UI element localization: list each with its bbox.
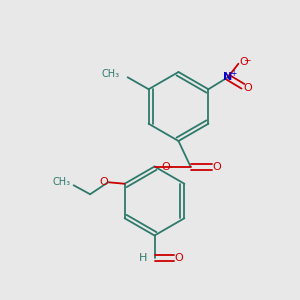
Text: +: + — [230, 69, 236, 78]
Text: H: H — [139, 253, 147, 263]
Text: −: − — [243, 55, 250, 64]
Text: O: O — [162, 161, 171, 172]
Text: N: N — [223, 72, 232, 82]
Text: CH₃: CH₃ — [102, 69, 120, 79]
Text: O: O — [99, 177, 108, 187]
Text: CH₃: CH₃ — [52, 177, 70, 187]
Text: O: O — [243, 83, 252, 93]
Text: O: O — [239, 57, 248, 67]
Text: O: O — [174, 253, 183, 263]
Text: O: O — [212, 161, 221, 172]
